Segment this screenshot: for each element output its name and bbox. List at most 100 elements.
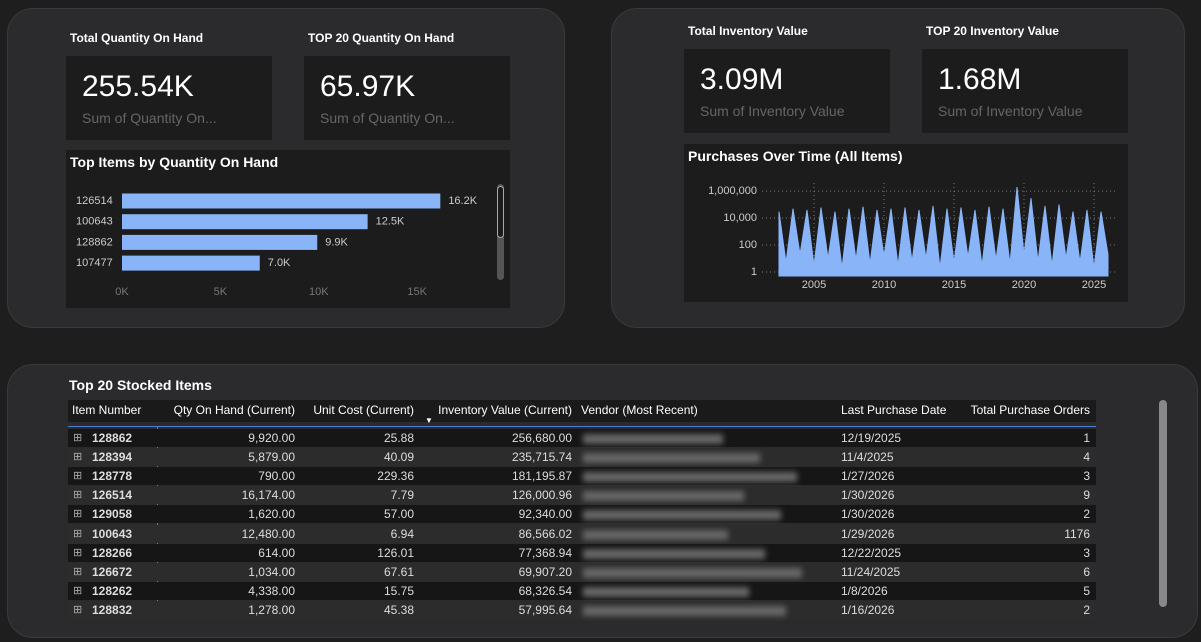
- table-cell: 235,715.74: [511, 450, 572, 465]
- table-header-bg: [68, 400, 1096, 422]
- table-row: [68, 543, 1096, 562]
- expand-icon: ⊞: [73, 584, 83, 597]
- x-tick-label: 5K: [214, 286, 228, 298]
- table-cell: 126,000.96: [511, 488, 572, 503]
- table-cell: 11/4/2025: [841, 450, 894, 465]
- card-value: 255.54K: [82, 70, 194, 103]
- vendor-blur: [583, 567, 802, 578]
- x-tick-label: 2025: [1082, 279, 1106, 291]
- table-row: [68, 581, 1096, 600]
- table-cell: 128394: [92, 450, 133, 465]
- bar: [122, 255, 260, 271]
- bar: [122, 214, 368, 230]
- table-cell: 57.00: [383, 507, 414, 522]
- table-cell: 9,920.00: [248, 431, 295, 445]
- expand-icon: ⊞: [73, 451, 83, 464]
- table-row: [68, 429, 1096, 447]
- table-row: [68, 467, 1096, 486]
- expand-icon: ⊞: [73, 470, 83, 483]
- table-cell: 3: [1083, 469, 1090, 484]
- column-header: Total Purchase Orders: [970, 403, 1090, 417]
- table-cell: 86,566.02: [518, 526, 572, 541]
- table-cell: 25.88: [383, 431, 414, 445]
- table-cell: 1/30/2026: [841, 507, 895, 522]
- table-cell: 128262: [92, 583, 133, 598]
- table-cell: 15.75: [383, 583, 414, 598]
- expand-icon: ⊞: [73, 565, 83, 578]
- x-tick-label: 2015: [942, 279, 966, 291]
- card-subtitle: Sum of Quantity On...: [82, 110, 217, 126]
- chart-title: Top Items by Quantity On Hand: [70, 154, 279, 170]
- table-cell: 16,174.00: [241, 488, 295, 503]
- column-header: Inventory Value (Current): [438, 403, 572, 417]
- table-cell: 126.01: [377, 545, 414, 560]
- table-cell: 1,620.00: [248, 507, 295, 522]
- y-tick-label: 1: [751, 266, 757, 278]
- table-row: [68, 448, 1096, 467]
- table-cell: 256,680.00: [511, 431, 572, 445]
- table-scrollbar[interactable]: [1159, 400, 1167, 607]
- bar: [122, 234, 318, 250]
- table-cell: 1/16/2026: [841, 602, 895, 617]
- table-cell: 128778: [92, 469, 133, 484]
- table-cell: 69,907.20: [518, 564, 572, 579]
- scroll-thumb[interactable]: [497, 186, 504, 238]
- table-row: [68, 562, 1096, 581]
- table-cell: 128266: [92, 545, 133, 560]
- table-cell: 11/24/2025: [841, 564, 901, 579]
- table-cell: 4,338.00: [248, 583, 295, 598]
- category-label: 128862: [76, 236, 113, 248]
- table-cell: 5: [1083, 583, 1090, 598]
- header-underline: [68, 426, 1096, 427]
- category-label: 107477: [76, 257, 113, 269]
- table-cell: 229.36: [377, 469, 414, 484]
- data-label: 9.9K: [325, 236, 348, 248]
- column-header: Vendor (Most Recent): [581, 403, 698, 417]
- table-cell: 6.94: [390, 526, 414, 541]
- table-cell: 1/27/2026: [841, 469, 895, 484]
- y-tick-label: 100: [739, 239, 757, 251]
- expand-icon: ⊞: [73, 489, 83, 502]
- table-cell: 2: [1083, 507, 1090, 522]
- card-title: Total Quantity On Hand: [70, 31, 204, 45]
- card-subtitle: Sum of Inventory Value: [700, 103, 845, 119]
- y-tick-label: 1,000,000: [708, 185, 757, 197]
- vendor-blur: [583, 548, 765, 559]
- expand-icon: ⊞: [73, 432, 83, 444]
- table-row: [68, 486, 1096, 505]
- expand-icon: ⊞: [73, 546, 83, 559]
- bar: [122, 193, 441, 209]
- card-value: 3.09M: [700, 63, 784, 96]
- category-label: 100643: [76, 216, 113, 228]
- table-cell: 67.61: [383, 564, 414, 579]
- x-tick-label: 2020: [1012, 279, 1036, 291]
- card: 1.68M Sum of Inventory Value: [922, 49, 1128, 133]
- table-cell: 77,368.94: [518, 545, 572, 560]
- table-cell: 12,480.00: [241, 526, 295, 541]
- card-title: Total Inventory Value: [688, 24, 808, 38]
- chart-title: Purchases Over Time (All Items): [688, 148, 903, 164]
- table-cell: 40.09: [383, 450, 414, 465]
- table-cell: 57,995.64: [518, 602, 572, 617]
- table-cell: 126514: [92, 488, 133, 503]
- card-value: 65.97K: [320, 70, 416, 103]
- table-cell: 1/30/2026: [841, 488, 895, 503]
- expand-icon: ⊞: [73, 603, 83, 616]
- table-cell: 3: [1083, 545, 1090, 560]
- card-title: TOP 20 Quantity On Hand: [308, 31, 455, 45]
- table-cell: 68,326.54: [518, 583, 572, 598]
- card: 65.97K Sum of Quantity On...: [304, 56, 510, 140]
- x-tick-label: 10K: [309, 286, 329, 298]
- vendor-blur: [583, 605, 786, 616]
- table-cell: 790.00: [258, 469, 295, 484]
- card-subtitle: Sum of Inventory Value: [938, 103, 1083, 119]
- table-cell: 1,278.00: [248, 602, 295, 617]
- table-row: [68, 505, 1096, 524]
- expand-icon: ⊞: [73, 508, 83, 521]
- y-tick-label: 10,000: [723, 212, 757, 224]
- table-cell: 45.38: [383, 602, 414, 617]
- table-cell: 5,879.00: [248, 450, 295, 465]
- table-row: [68, 600, 1096, 619]
- table-cell: 614.00: [258, 545, 295, 560]
